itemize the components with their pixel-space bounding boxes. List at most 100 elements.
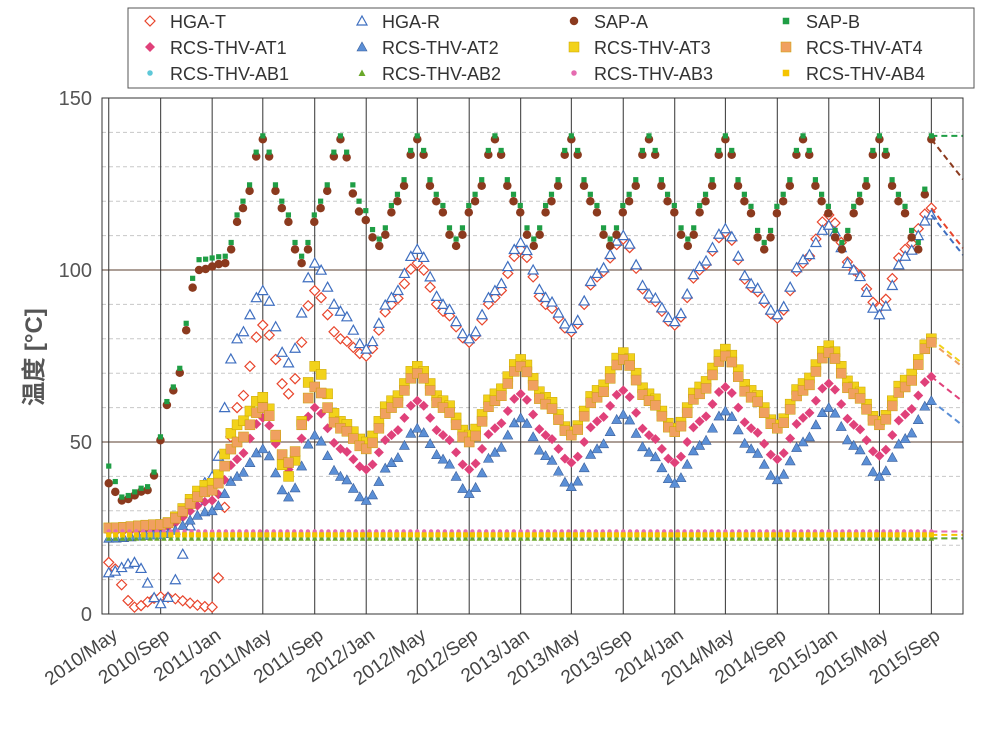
data-point <box>504 532 510 538</box>
data-point <box>733 402 744 413</box>
data-point <box>618 208 628 217</box>
data-point <box>657 181 666 190</box>
data-point <box>791 441 803 452</box>
data-point <box>418 400 429 411</box>
data-point <box>803 431 815 442</box>
data-point <box>463 332 476 344</box>
data-point <box>376 236 382 242</box>
data-point <box>909 227 915 234</box>
data-point <box>510 191 517 197</box>
data-point <box>367 459 378 470</box>
data-point <box>477 181 486 190</box>
data-point <box>547 196 556 206</box>
data-point <box>202 535 209 541</box>
data-point <box>250 291 263 303</box>
data-point <box>373 447 384 458</box>
data-point <box>515 361 526 372</box>
data-point <box>292 239 298 246</box>
data-point <box>339 535 345 541</box>
data-point <box>591 267 604 279</box>
data-point <box>702 191 709 197</box>
data-point <box>283 471 294 482</box>
data-point <box>229 535 236 541</box>
data-point <box>662 311 675 323</box>
data-point <box>238 203 248 213</box>
data-point <box>141 576 154 588</box>
data-point <box>913 390 924 401</box>
data-point <box>332 532 338 538</box>
data-point <box>232 217 242 227</box>
data-point <box>311 535 318 541</box>
data-point <box>688 394 699 405</box>
data-point <box>385 291 398 303</box>
data-point <box>498 147 504 154</box>
data-point <box>291 535 298 541</box>
data-point <box>476 532 482 538</box>
data-point <box>394 191 401 197</box>
data-point <box>244 419 256 431</box>
data-point <box>341 335 353 348</box>
data-point <box>417 251 430 263</box>
data-point <box>662 473 674 484</box>
data-point <box>565 535 572 541</box>
data-point <box>202 532 208 538</box>
data-point <box>623 237 636 249</box>
data-point <box>290 245 300 254</box>
legend-item-sap-a: SAP-A <box>569 12 648 32</box>
data-point <box>527 431 539 442</box>
data-point <box>607 236 613 242</box>
series-layer <box>102 133 964 613</box>
data-point <box>359 532 366 538</box>
data-point <box>678 225 684 231</box>
data-point <box>784 280 797 292</box>
data-point <box>161 532 167 538</box>
data-point <box>901 535 907 541</box>
data-point <box>894 196 903 206</box>
data-point <box>276 484 288 495</box>
y-tick-label: 100 <box>59 260 92 282</box>
data-point <box>472 191 478 197</box>
data-point <box>610 234 623 246</box>
data-point <box>562 147 568 154</box>
data-point <box>817 383 828 394</box>
legend-item-rcs-thv-at3: RCS-THV-AT3 <box>568 38 711 58</box>
data-point <box>752 447 764 458</box>
data-point <box>353 532 359 538</box>
data-point <box>356 41 368 52</box>
data-point <box>591 443 603 454</box>
data-point <box>745 277 758 289</box>
data-point <box>558 317 571 329</box>
data-point <box>682 437 693 447</box>
data-point <box>521 417 533 428</box>
data-point <box>135 562 148 574</box>
data-point <box>524 532 531 538</box>
data-point <box>846 532 852 538</box>
data-point <box>244 360 256 373</box>
y-axis-label: 温度 [°C] <box>20 308 48 406</box>
data-point <box>296 433 307 444</box>
data-point <box>209 532 215 538</box>
data-point <box>196 257 202 263</box>
data-point <box>889 177 895 183</box>
data-point <box>435 532 441 538</box>
data-point <box>372 317 385 328</box>
projection-line <box>930 207 964 249</box>
data-point <box>581 177 587 183</box>
data-point <box>618 385 629 396</box>
data-point <box>394 532 400 538</box>
data-point <box>708 535 715 541</box>
data-point <box>568 133 574 139</box>
data-point <box>902 203 908 209</box>
data-point <box>812 177 819 183</box>
data-point <box>509 196 518 206</box>
data-point <box>915 532 921 538</box>
legend-item-rcs-thv-ab4: RCS-THV-AB4 <box>782 64 925 84</box>
data-point <box>388 202 394 209</box>
legend-item-hga-r: HGA-R <box>355 12 440 32</box>
data-point <box>758 293 771 304</box>
data-point <box>359 535 366 541</box>
data-point <box>701 411 712 422</box>
data-point <box>702 532 708 538</box>
data-point <box>912 414 924 424</box>
data-point <box>457 482 469 493</box>
